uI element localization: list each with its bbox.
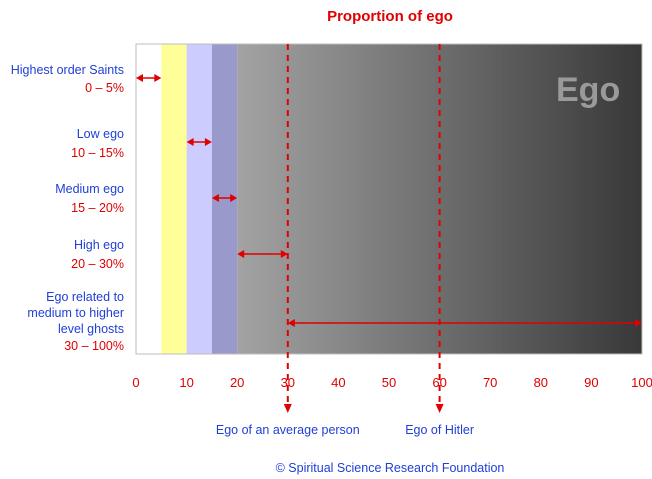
chart-title: Proportion of ego — [327, 8, 453, 25]
x-tick-60: 60 — [432, 375, 446, 390]
x-tick-40: 40 — [331, 375, 345, 390]
plot-border — [135, 43, 643, 355]
x-tick-100: 100 — [631, 375, 652, 390]
x-tick-10: 10 — [179, 375, 193, 390]
category-name-4-2: level ghosts — [58, 322, 124, 336]
range-arrow-0 — [136, 74, 162, 82]
range-arrow-3 — [237, 250, 288, 258]
category-range-1: 10 – 15% — [71, 146, 124, 160]
marker-label-1: Ego of Hitler — [405, 423, 474, 437]
range-arrow-1 — [186, 138, 212, 146]
category-range-4: 30 – 100% — [64, 339, 124, 353]
markers-layer: Ego of an average person Ego of Hitler — [216, 44, 474, 437]
copyright-text: © Spiritual Science Research Foundation — [276, 461, 505, 475]
x-axis-ticks: 0 10 20 30 40 50 60 70 80 90 100 — [132, 375, 652, 390]
band-2 — [186, 44, 212, 354]
category-name-1-0: Low ego — [77, 127, 124, 141]
range-arrow-4 — [287, 319, 642, 327]
category-name-2-0: Medium ego — [55, 182, 124, 196]
category-range-3: 20 – 30% — [71, 257, 124, 271]
category-name-0-0: Highest order Saints — [11, 63, 124, 77]
x-tick-0: 0 — [132, 375, 139, 390]
x-tick-50: 50 — [382, 375, 396, 390]
category-range-0: 0 – 5% — [85, 81, 124, 95]
marker-label-0: Ego of an average person — [216, 423, 360, 437]
category-name-3-0: High ego — [74, 238, 124, 252]
category-name-4-0: Ego related to — [46, 290, 124, 304]
category-name-4-1: medium to higher — [27, 306, 124, 320]
x-tick-30: 30 — [281, 375, 295, 390]
x-tick-20: 20 — [230, 375, 244, 390]
ego-in-chart-label: Ego — [556, 71, 620, 109]
marker-arrowhead-0 — [283, 404, 292, 413]
x-tick-70: 70 — [483, 375, 497, 390]
band-0 — [136, 44, 162, 354]
band-1 — [161, 44, 187, 354]
x-tick-80: 80 — [534, 375, 548, 390]
range-arrow-2 — [211, 194, 238, 202]
range-arrows-layer — [136, 74, 642, 327]
marker-arrowhead-1 — [435, 404, 444, 413]
category-range-2: 15 – 20% — [71, 201, 124, 215]
category-labels-layer: Highest order Saints 0 – 5% Low ego 10 – 15… — [11, 63, 124, 353]
x-tick-90: 90 — [584, 375, 598, 390]
